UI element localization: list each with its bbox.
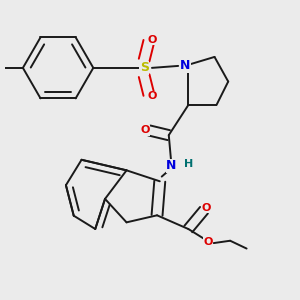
Text: N: N bbox=[166, 159, 177, 172]
Text: N: N bbox=[180, 59, 190, 72]
Text: S: S bbox=[140, 61, 148, 74]
Text: O: O bbox=[141, 125, 150, 135]
Text: O: O bbox=[147, 91, 157, 101]
Text: O: O bbox=[203, 236, 213, 247]
Text: O: O bbox=[147, 35, 157, 45]
Text: O: O bbox=[201, 203, 211, 213]
Text: H: H bbox=[184, 159, 194, 169]
